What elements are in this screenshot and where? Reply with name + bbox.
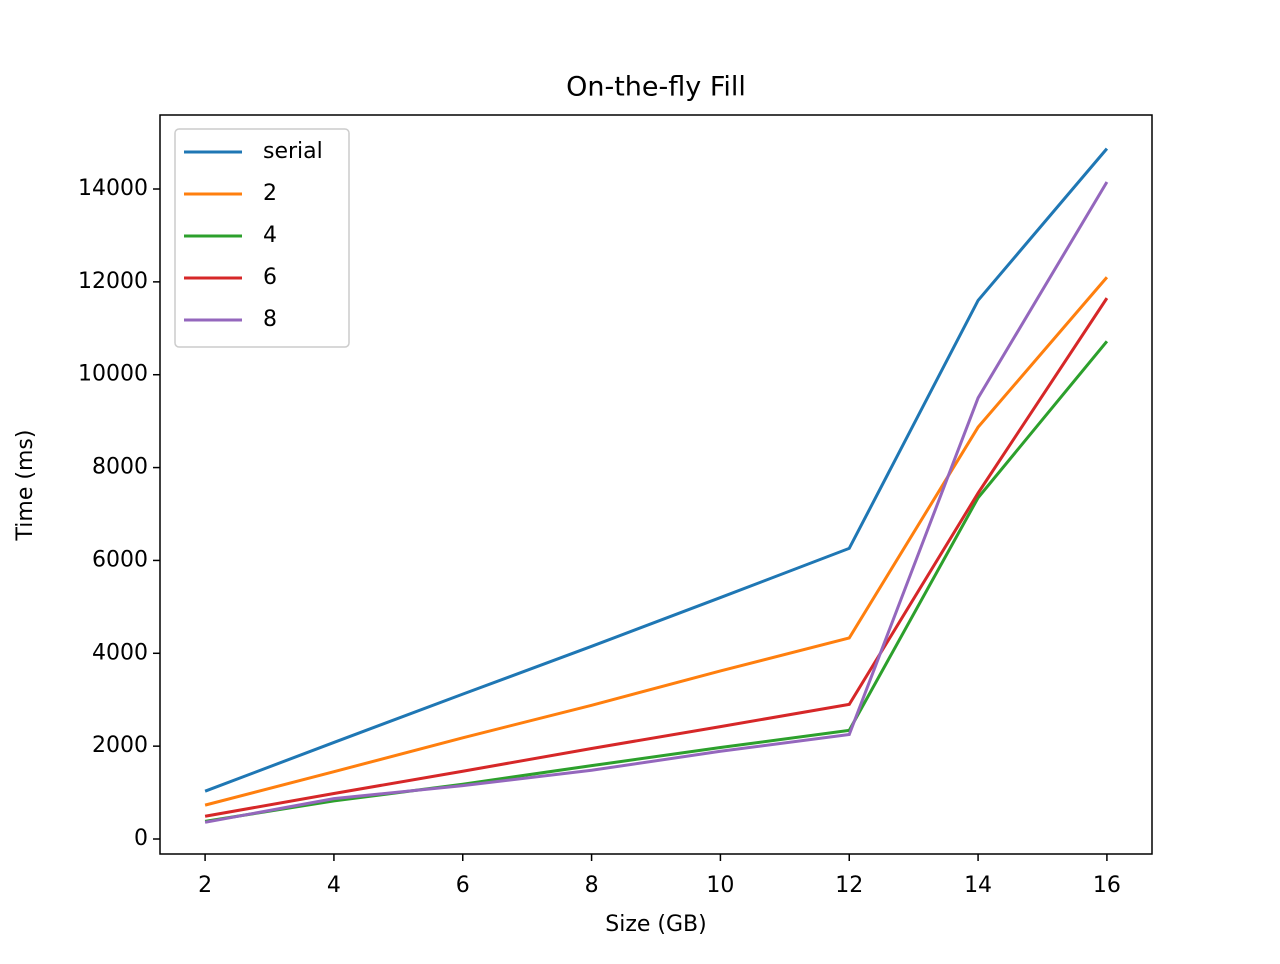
y-axis-label: Time (ms) <box>13 430 38 542</box>
series-line <box>204 147 1109 793</box>
series-line <box>204 276 1109 807</box>
x-tick-label: 6 <box>456 873 470 898</box>
y-tick-label: 6000 <box>92 547 148 572</box>
chart-title: On-the-fly Fill <box>566 72 746 103</box>
y-tick-label: 4000 <box>92 640 148 665</box>
legend-label: 6 <box>263 265 277 290</box>
x-tick-label: 10 <box>706 873 734 898</box>
y-tick-label: 12000 <box>78 269 148 294</box>
series-line <box>204 181 1109 824</box>
legend-label: serial <box>263 139 323 164</box>
x-tick-label: 16 <box>1093 873 1121 898</box>
x-axis-label: Size (GB) <box>605 912 706 937</box>
y-tick-label: 2000 <box>92 733 148 758</box>
y-tick-label: 8000 <box>92 455 148 480</box>
legend-label: 4 <box>263 223 277 248</box>
series-line <box>204 340 1109 823</box>
legend-box <box>174 128 350 348</box>
plot-frame <box>159 114 1153 855</box>
x-tick-label: 12 <box>835 873 863 898</box>
y-tick-label: 0 <box>134 826 148 851</box>
legend-label: 2 <box>263 181 277 206</box>
legend-label: 8 <box>263 307 277 332</box>
x-tick-label: 4 <box>327 873 341 898</box>
x-tick-label: 8 <box>585 873 599 898</box>
series-line <box>204 297 1109 818</box>
y-tick-label: 10000 <box>78 362 148 387</box>
x-tick-label: 14 <box>964 873 992 898</box>
x-tick-label: 2 <box>198 873 212 898</box>
y-tick-label: 14000 <box>78 176 148 201</box>
